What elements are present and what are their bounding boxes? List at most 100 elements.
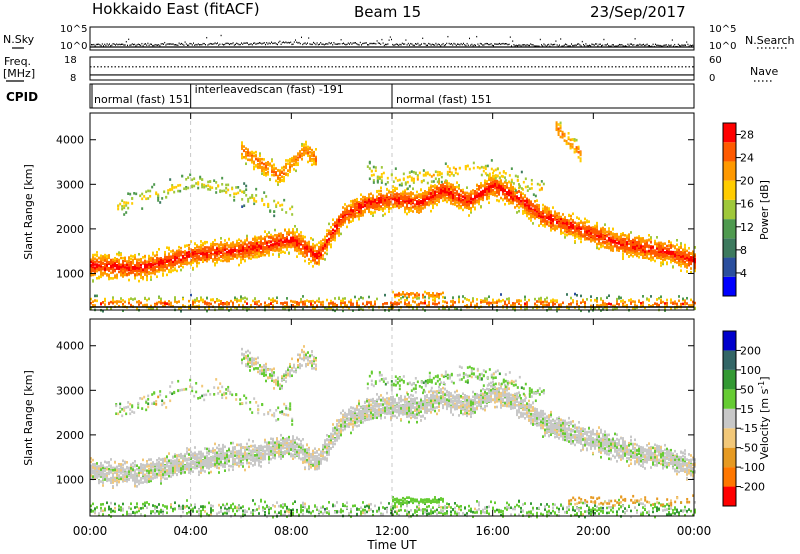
data-cell	[524, 207, 526, 210]
data-cell	[674, 259, 676, 263]
data-cell	[556, 226, 558, 229]
data-cell	[240, 252, 242, 256]
data-cell	[474, 193, 476, 196]
data-cell	[120, 265, 122, 269]
data-cell	[420, 200, 422, 203]
data-cell	[174, 253, 176, 256]
data-cell	[406, 207, 408, 210]
data-cell	[310, 254, 312, 258]
data-cell	[604, 240, 606, 244]
data-cell	[128, 271, 130, 275]
data-cell	[458, 185, 460, 188]
data-cell	[326, 242, 328, 246]
data-cell	[354, 207, 356, 210]
data-cell	[170, 270, 172, 274]
data-cell	[540, 211, 542, 214]
data-cell	[338, 231, 340, 234]
data-cell	[92, 263, 94, 266]
data-cell	[296, 235, 298, 239]
data-cell	[450, 193, 452, 197]
data-cell	[588, 220, 590, 223]
data-cell	[564, 227, 566, 231]
noise-point	[687, 43, 689, 46]
noise-point	[113, 43, 115, 45]
data-cell	[332, 233, 334, 237]
noise-point	[573, 44, 575, 47]
data-cell	[444, 185, 446, 188]
data-cell	[338, 216, 340, 219]
data-cell	[224, 242, 226, 246]
data-cell	[158, 262, 160, 266]
data-cell	[578, 232, 580, 236]
noise-point	[369, 42, 371, 45]
noise-point	[337, 43, 338, 45]
data-cell	[420, 204, 422, 208]
noise-point	[385, 43, 386, 46]
data-cell	[388, 191, 390, 194]
data-cell	[488, 183, 490, 186]
data-cell	[230, 244, 232, 248]
data-cell	[394, 193, 396, 196]
data-cell	[156, 265, 158, 268]
data-cell	[262, 252, 264, 256]
data-cell	[202, 254, 204, 258]
noise-point	[511, 45, 512, 47]
noise-point	[662, 45, 664, 47]
data-cell	[438, 195, 440, 199]
data-cell	[424, 192, 426, 196]
data-cell	[384, 194, 386, 198]
noise-point	[107, 44, 109, 46]
data-cell	[140, 258, 142, 261]
data-cell	[444, 191, 446, 195]
data-cell	[228, 245, 230, 249]
noise-point	[500, 43, 502, 46]
data-cell	[192, 249, 194, 252]
data-cell	[220, 237, 222, 240]
data-cell	[366, 206, 368, 209]
data-cell	[304, 251, 306, 255]
data-cell	[542, 207, 544, 210]
data-cell	[510, 197, 512, 201]
data-cell	[334, 232, 336, 236]
data-cell	[102, 267, 104, 271]
data-cell	[364, 201, 366, 204]
data-cell	[100, 254, 102, 258]
noise-point	[175, 44, 176, 46]
data-cell	[318, 259, 320, 263]
data-cell	[242, 255, 244, 259]
data-cell	[248, 256, 250, 260]
noise-point	[332, 44, 334, 46]
data-cell	[124, 263, 126, 267]
noise-point	[487, 42, 488, 45]
data-cell	[492, 178, 494, 182]
data-cell	[600, 229, 602, 233]
data-cell	[154, 268, 156, 272]
data-cell	[676, 248, 678, 251]
noise-point	[265, 43, 266, 46]
data-cell	[384, 207, 386, 210]
data-cell	[274, 248, 276, 252]
data-cell	[208, 257, 210, 261]
data-cell	[536, 208, 538, 211]
data-cell	[516, 203, 518, 207]
noise-point	[579, 44, 581, 46]
noise-point	[550, 43, 552, 45]
noise-point	[329, 42, 331, 45]
data-cell	[242, 252, 244, 255]
data-cell	[366, 199, 368, 202]
noise-point	[303, 42, 305, 45]
data-cell	[640, 240, 642, 243]
data-cell	[324, 243, 326, 247]
data-cell	[344, 209, 346, 213]
data-cell	[436, 190, 438, 194]
data-cell	[552, 219, 554, 223]
data-cell	[144, 265, 146, 269]
noise-point	[310, 43, 312, 46]
data-cell	[288, 243, 290, 247]
data-cell	[342, 221, 344, 224]
data-cell	[290, 243, 292, 247]
data-cell	[416, 202, 418, 206]
data-cell	[248, 241, 250, 245]
noise-point	[513, 43, 515, 46]
data-cell	[178, 253, 180, 257]
